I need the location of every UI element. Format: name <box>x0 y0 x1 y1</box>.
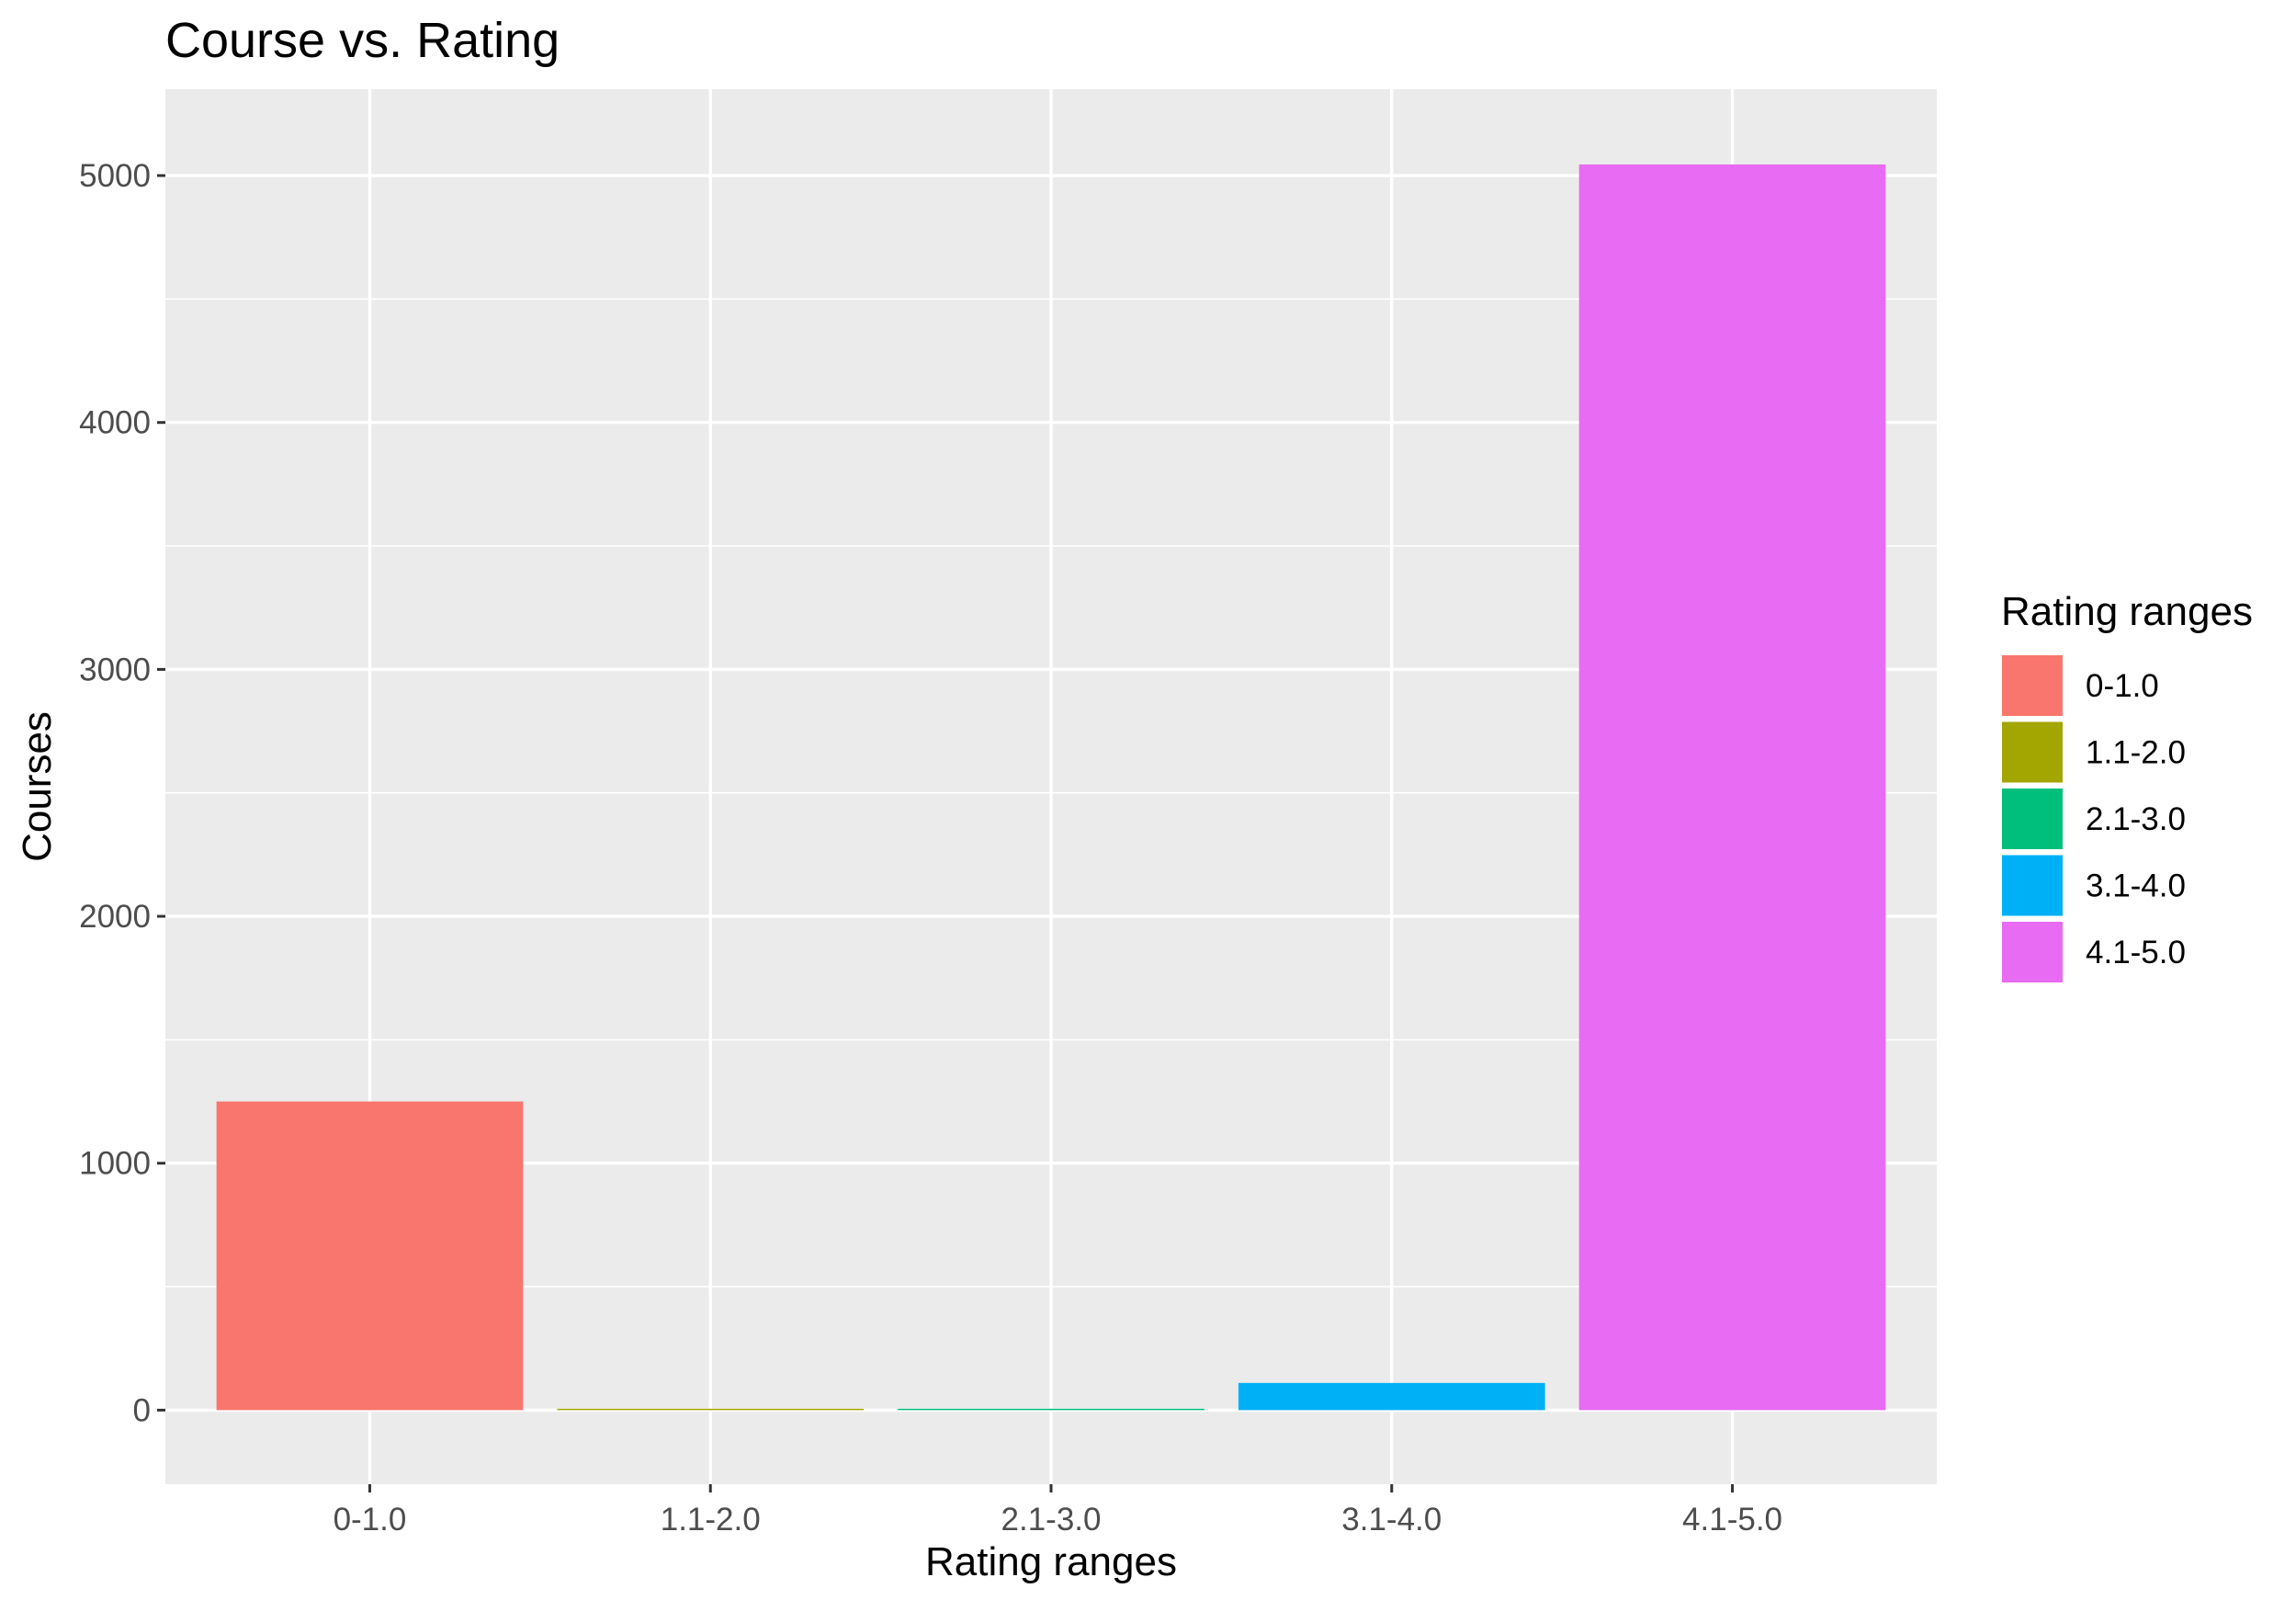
x-axis: 0-1.0 1.1-2.0 2.1-3.0 3.1-4.0 4.1-5.0 <box>334 1484 1782 1538</box>
legend-label: 4.1-5.0 <box>2086 935 2186 970</box>
chart-title: Course vs. Rating <box>165 13 560 68</box>
y-tick-label: 3000 <box>79 652 151 687</box>
legend-items: 0-1.0 1.1-2.0 2.1-3.0 3.1-4.0 4.1-5.0 <box>2000 653 2186 984</box>
legend-label: 1.1-2.0 <box>2086 735 2186 771</box>
y-axis-title: Courses <box>15 711 60 862</box>
y-tick-label: 1000 <box>79 1146 151 1182</box>
legend: Rating ranges 0-1.0 1.1-2.0 2.1-3.0 3.1-4.0… <box>2000 589 2253 984</box>
bar-2.1-3.0 <box>898 1408 1205 1411</box>
legend-key-1.1-2.0 <box>2000 720 2064 785</box>
x-tick-label: 0-1.0 <box>334 1502 407 1538</box>
legend-key-2.1-3.0 <box>2000 787 2064 851</box>
x-tick-label: 4.1-5.0 <box>1682 1502 1782 1538</box>
y-axis: 0 1000 2000 3000 4000 5000 <box>79 158 165 1428</box>
x-axis-title: Rating ranges <box>925 1539 1177 1584</box>
y-tick-label: 5000 <box>79 158 151 194</box>
legend-title: Rating ranges <box>2001 589 2253 634</box>
legend-key-3.1-4.0 <box>2000 853 2064 918</box>
x-tick-label: 2.1-3.0 <box>1001 1502 1102 1538</box>
legend-label: 0-1.0 <box>2086 668 2159 704</box>
bar-3.1-4.0 <box>1238 1382 1545 1411</box>
legend-label: 3.1-4.0 <box>2086 868 2186 904</box>
x-tick-label: 3.1-4.0 <box>1341 1502 1442 1538</box>
bar-4.1-5.0 <box>1578 164 1886 1411</box>
x-tick-label: 1.1-2.0 <box>661 1502 761 1538</box>
bar-0-1.0 <box>216 1101 524 1411</box>
y-tick-label: 0 <box>133 1392 151 1428</box>
legend-key-0-1.0 <box>2000 653 2064 718</box>
bars <box>216 164 1886 1411</box>
bar-1.1-2.0 <box>557 1408 865 1411</box>
y-tick-label: 4000 <box>79 405 151 441</box>
legend-key-4.1-5.0 <box>2000 920 2064 984</box>
y-tick-label: 2000 <box>79 899 151 935</box>
legend-label: 2.1-3.0 <box>2086 801 2186 837</box>
